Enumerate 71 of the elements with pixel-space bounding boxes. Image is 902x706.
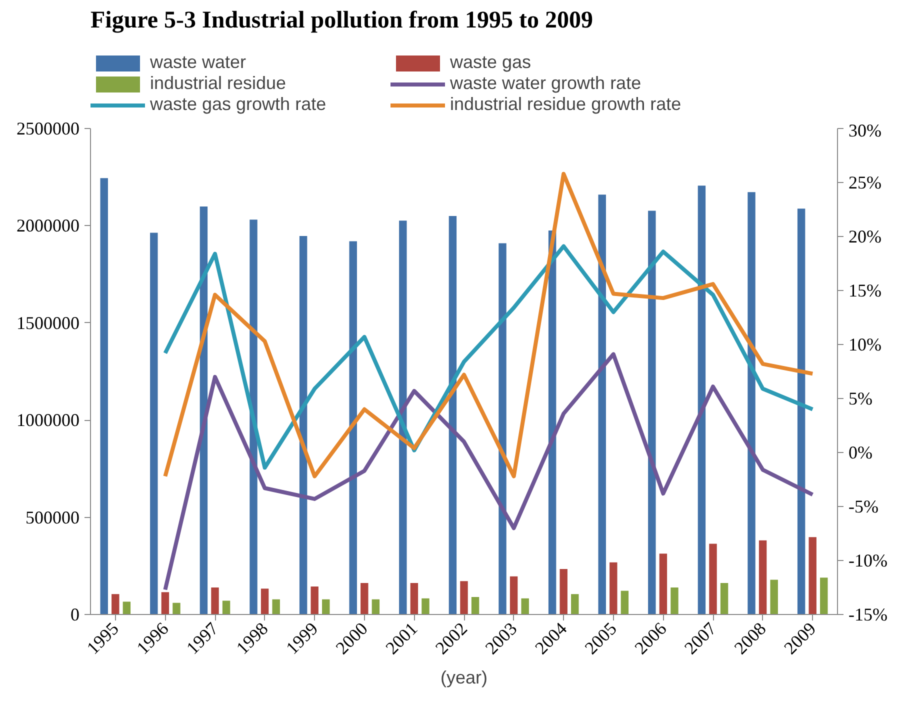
bar: [122, 602, 131, 614]
bar: [748, 192, 756, 614]
bar: [372, 599, 380, 614]
y-tick-label: 0: [70, 604, 80, 624]
x-axis-title: (year): [440, 667, 488, 688]
legend-label: industrial residue growth rate: [450, 94, 682, 115]
bar: [659, 554, 668, 614]
legend-label: waste gas growth rate: [150, 94, 328, 115]
bar: [172, 602, 180, 614]
bar: [399, 220, 407, 614]
bar: [349, 241, 357, 614]
bar: [498, 243, 506, 614]
bar: [610, 562, 618, 614]
x-tick-label: 1999: [282, 618, 322, 658]
bar: [150, 232, 158, 614]
y2-tick-label: -10%: [848, 550, 888, 570]
y-tick-label: 1500000: [16, 312, 80, 333]
bar: [471, 597, 480, 614]
bar: [112, 594, 120, 614]
y2-tick-label: 0%: [848, 442, 872, 462]
chart-title: Figure 5-3 Industrial pollution from 1995 to 2009: [90, 8, 593, 34]
bar: [161, 592, 170, 614]
y2-tick-label: 15%: [848, 280, 882, 300]
bar: [560, 569, 568, 614]
bar: [521, 598, 529, 614]
bar: [598, 194, 606, 614]
bar: [250, 220, 258, 614]
bar: [260, 588, 269, 614]
bar: [211, 587, 219, 614]
bar: [648, 210, 656, 614]
y2-tick-label: -5%: [848, 496, 878, 516]
legend-label: industrial residue: [150, 73, 288, 94]
bar: [758, 540, 767, 614]
bar: [322, 599, 330, 614]
y-tick-label: 2500000: [16, 118, 80, 138]
line-series: [163, 244, 815, 470]
bar: [510, 576, 518, 614]
bar: [272, 599, 280, 614]
legend-label: waste water: [150, 52, 248, 73]
y2-tick-label: 5%: [848, 388, 872, 408]
bar: [620, 590, 629, 614]
bar: [709, 544, 717, 614]
bar: [698, 186, 706, 614]
line-series: [163, 352, 815, 592]
bar: [770, 580, 778, 614]
bar: [360, 583, 368, 614]
y-tick-label: 2000000: [16, 216, 80, 236]
bar: [222, 600, 230, 614]
bar: [797, 208, 806, 614]
y2-tick-label: 30%: [848, 120, 882, 140]
bar: [820, 578, 828, 614]
legend-label: waste water growth rate: [450, 73, 642, 94]
bar: [100, 178, 108, 614]
bar: [299, 236, 308, 614]
legend-label: waste gas: [450, 52, 532, 73]
bar: [448, 216, 457, 614]
bar: [460, 581, 468, 614]
bar: [571, 594, 579, 614]
bar: [720, 583, 728, 614]
y2-tick-label: 25%: [848, 172, 882, 192]
y2-tick-label: 10%: [848, 334, 882, 354]
bar: [670, 587, 678, 614]
y2-tick-label: 20%: [848, 226, 882, 246]
bar: [310, 586, 318, 614]
bar: [422, 598, 430, 614]
bar: [808, 537, 816, 614]
y-tick-label: 500000: [26, 507, 80, 528]
y-tick-label: 1000000: [16, 410, 80, 430]
y2-tick-label: -15%: [848, 604, 888, 624]
line-series: [163, 172, 815, 478]
bar: [410, 583, 418, 614]
